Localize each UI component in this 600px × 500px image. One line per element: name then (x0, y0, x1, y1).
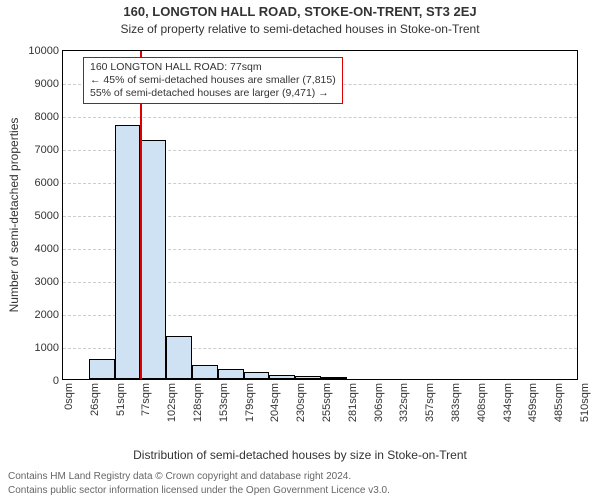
callout-line: 55% of semi-detached houses are larger (… (90, 87, 336, 100)
chart-subtitle: Size of property relative to semi-detach… (0, 22, 600, 36)
y-tick-label: 3000 (35, 276, 59, 288)
plot-area: 0100020003000400050006000700080009000100… (62, 50, 578, 380)
histogram-bar (192, 365, 218, 379)
x-tick-label: 179sqm (244, 383, 256, 422)
x-tick-label: 255sqm (321, 383, 333, 422)
chart-title: 160, LONGTON HALL ROAD, STOKE-ON-TRENT, … (0, 4, 600, 19)
histogram-bar (115, 125, 141, 379)
footer-copyright: Contains HM Land Registry data © Crown c… (8, 471, 351, 482)
x-axis-label: Distribution of semi-detached houses by … (0, 448, 600, 462)
y-tick-label: 10000 (28, 45, 59, 57)
x-tick-label: 383sqm (450, 383, 462, 422)
histogram-bar (166, 336, 192, 379)
x-tick-label: 77sqm (140, 383, 152, 416)
y-tick-label: 6000 (35, 177, 59, 189)
y-tick-label: 5000 (35, 210, 59, 222)
histogram-bar (218, 369, 244, 379)
x-tick-label: 26sqm (89, 383, 101, 416)
x-tick-label: 281sqm (347, 383, 359, 422)
y-axis-label: Number of semi-detached properties (7, 118, 21, 313)
histogram-bar (244, 372, 270, 379)
y-tick-label: 0 (53, 375, 59, 387)
y-tick-label: 9000 (35, 78, 59, 90)
histogram-bar (140, 140, 166, 379)
callout-line: 160 LONGTON HALL ROAD: 77sqm (90, 61, 336, 74)
y-tick-label: 4000 (35, 243, 59, 255)
chart-container: 160, LONGTON HALL ROAD, STOKE-ON-TRENT, … (0, 0, 600, 500)
x-tick-label: 306sqm (373, 383, 385, 422)
histogram-bar (295, 376, 321, 379)
x-tick-label: 0sqm (63, 383, 75, 410)
x-tick-label: 128sqm (192, 383, 204, 422)
x-tick-label: 204sqm (269, 383, 281, 422)
histogram-bar (321, 377, 347, 379)
histogram-bar (269, 375, 295, 379)
histogram-bar (89, 359, 115, 379)
footer-licence: Contains public sector information licen… (8, 485, 390, 496)
x-tick-label: 332sqm (398, 383, 410, 422)
x-tick-label: 408sqm (476, 383, 488, 422)
x-tick-label: 459sqm (527, 383, 539, 422)
callout-box: 160 LONGTON HALL ROAD: 77sqm← 45% of sem… (83, 57, 343, 104)
x-tick-label: 230sqm (295, 383, 307, 422)
y-tick-label: 8000 (35, 111, 59, 123)
y-tick-label: 1000 (35, 342, 59, 354)
x-tick-label: 102sqm (166, 383, 178, 422)
y-tick-label: 2000 (35, 309, 59, 321)
y-tick-label: 7000 (35, 144, 59, 156)
callout-line: ← 45% of semi-detached houses are smalle… (90, 74, 336, 87)
x-tick-label: 357sqm (424, 383, 436, 422)
x-tick-label: 153sqm (218, 383, 230, 422)
x-tick-label: 51sqm (115, 383, 127, 416)
x-tick-label: 510sqm (579, 383, 591, 422)
x-tick-label: 434sqm (502, 383, 514, 422)
x-tick-label: 485sqm (553, 383, 565, 422)
